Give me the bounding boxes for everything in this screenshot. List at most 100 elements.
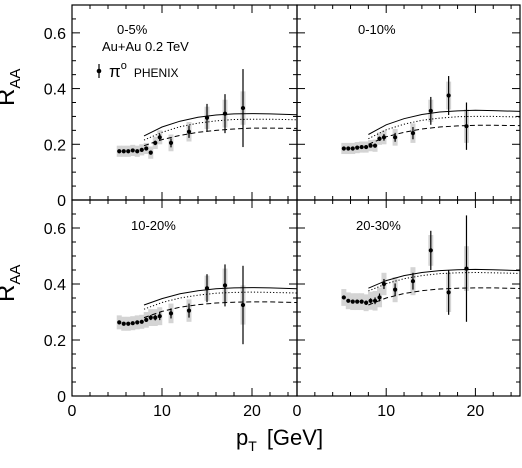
data-point: [126, 149, 131, 154]
data-point: [359, 144, 364, 150]
data-point: [157, 135, 162, 140]
data-point: [204, 115, 210, 120]
data-point: [372, 298, 378, 303]
ylabel-bottom: RAA: [0, 265, 24, 302]
data-point: [168, 311, 174, 316]
data-point: [126, 321, 131, 326]
ylabel-top-sub: AA: [7, 69, 24, 89]
data-point: [157, 314, 162, 319]
data-point: [130, 321, 135, 326]
data-point: [204, 286, 210, 291]
xlabel-main: p: [236, 425, 248, 450]
theory-curve-dotted: [368, 271, 521, 292]
ylabel-top: RAA: [0, 69, 24, 106]
data-point: [240, 105, 246, 111]
data-point: [130, 148, 135, 153]
data-point: [350, 146, 355, 151]
data-point: [346, 146, 351, 151]
data-point: [222, 111, 228, 116]
data-point: [368, 143, 373, 148]
data-point: [446, 93, 451, 98]
data-point: [359, 299, 364, 304]
data-point: [346, 298, 351, 303]
theory-curve-solid: [368, 268, 521, 289]
y-tick-label: 0: [57, 389, 66, 406]
data-point: [410, 131, 416, 136]
data-point: [372, 143, 378, 148]
data-point: [393, 287, 398, 292]
panel-title: 0-10%: [358, 22, 396, 37]
data-point: [148, 150, 153, 155]
panel-title: 20-30%: [356, 218, 401, 233]
y-tick-label: 0.2: [44, 137, 66, 154]
data-point: [135, 149, 140, 154]
ylabel-bottom-sub: AA: [7, 265, 24, 285]
data-point: [377, 295, 382, 300]
data-point: [410, 279, 416, 284]
data-point: [117, 149, 122, 154]
x-tick-label: 20: [467, 403, 485, 420]
data-point: [240, 302, 246, 308]
data-point: [168, 140, 174, 145]
system-label: Au+Au 0.2 TeV: [102, 39, 189, 54]
ylabel-bottom-main: R: [0, 285, 20, 302]
data-point: [428, 108, 433, 113]
theory-curve-dashed: [143, 127, 298, 147]
legend: πo PHENIX: [96, 60, 179, 81]
data-point: [350, 299, 355, 304]
data-point: [428, 248, 433, 253]
x-tick-label: 0: [68, 403, 77, 420]
x-tick-label: 0: [293, 403, 302, 420]
data-point: [144, 146, 149, 151]
panel-frame: [296, 199, 521, 397]
panel-1: 0 0.2 0.4 0.6 0-5%: [44, 4, 298, 210]
ylabel-top-main: R: [0, 89, 20, 106]
data-point: [153, 140, 158, 145]
y-tick-label: 0.4: [44, 82, 66, 99]
data-point: [393, 135, 398, 140]
data-point: [464, 124, 469, 129]
panels-group: 0 0.2 0.4 0.6 0-5% 0-10% 0 0.2 0.4 0.6 0 10 20 10-20%…: [44, 4, 521, 420]
y-tick-label: 0.4: [44, 277, 66, 294]
legend-label: πo PHENIX: [109, 60, 179, 81]
data-point: [135, 320, 140, 325]
data-point: [355, 299, 360, 304]
legend-marker-point: [96, 68, 102, 74]
data-point: [446, 290, 451, 295]
data-point: [144, 317, 149, 322]
data-point: [121, 149, 126, 154]
panel-2: 0-10%: [296, 4, 521, 201]
theory-curve-dotted: [143, 118, 298, 141]
data-point: [186, 129, 192, 134]
data-point: [121, 321, 126, 326]
data-point: [381, 281, 387, 287]
panel-4: 0 10 20 20-30%: [293, 199, 521, 420]
panel-frame: [296, 4, 521, 201]
data-point: [381, 135, 387, 140]
theory-curve-dashed: [368, 287, 521, 306]
y-tick-label: 0.6: [44, 26, 66, 43]
panel-frame: [71, 4, 298, 201]
theory-curve-solid: [143, 287, 298, 306]
data-point: [222, 283, 228, 288]
theory-curve-dotted: [368, 115, 521, 140]
panel-frame: [71, 199, 298, 397]
x-tick-label: 10: [153, 403, 171, 420]
data-point: [377, 136, 382, 141]
xlabel-sub: T: [248, 438, 257, 454]
y-tick-label: 0.2: [44, 333, 66, 350]
x-tick-label: 20: [243, 403, 261, 420]
data-point: [464, 266, 469, 271]
theory-curve-dashed: [143, 301, 298, 319]
data-point: [153, 315, 158, 320]
data-point: [117, 320, 122, 325]
x-tick-label: 10: [377, 403, 395, 420]
panel-3: 0 0.2 0.4 0.6 0 10 20 10-20%: [44, 199, 298, 420]
data-point: [139, 147, 144, 152]
data-point: [368, 298, 373, 303]
y-tick-label: 0.6: [44, 221, 66, 238]
data-point: [355, 145, 360, 150]
data-point: [364, 144, 369, 150]
